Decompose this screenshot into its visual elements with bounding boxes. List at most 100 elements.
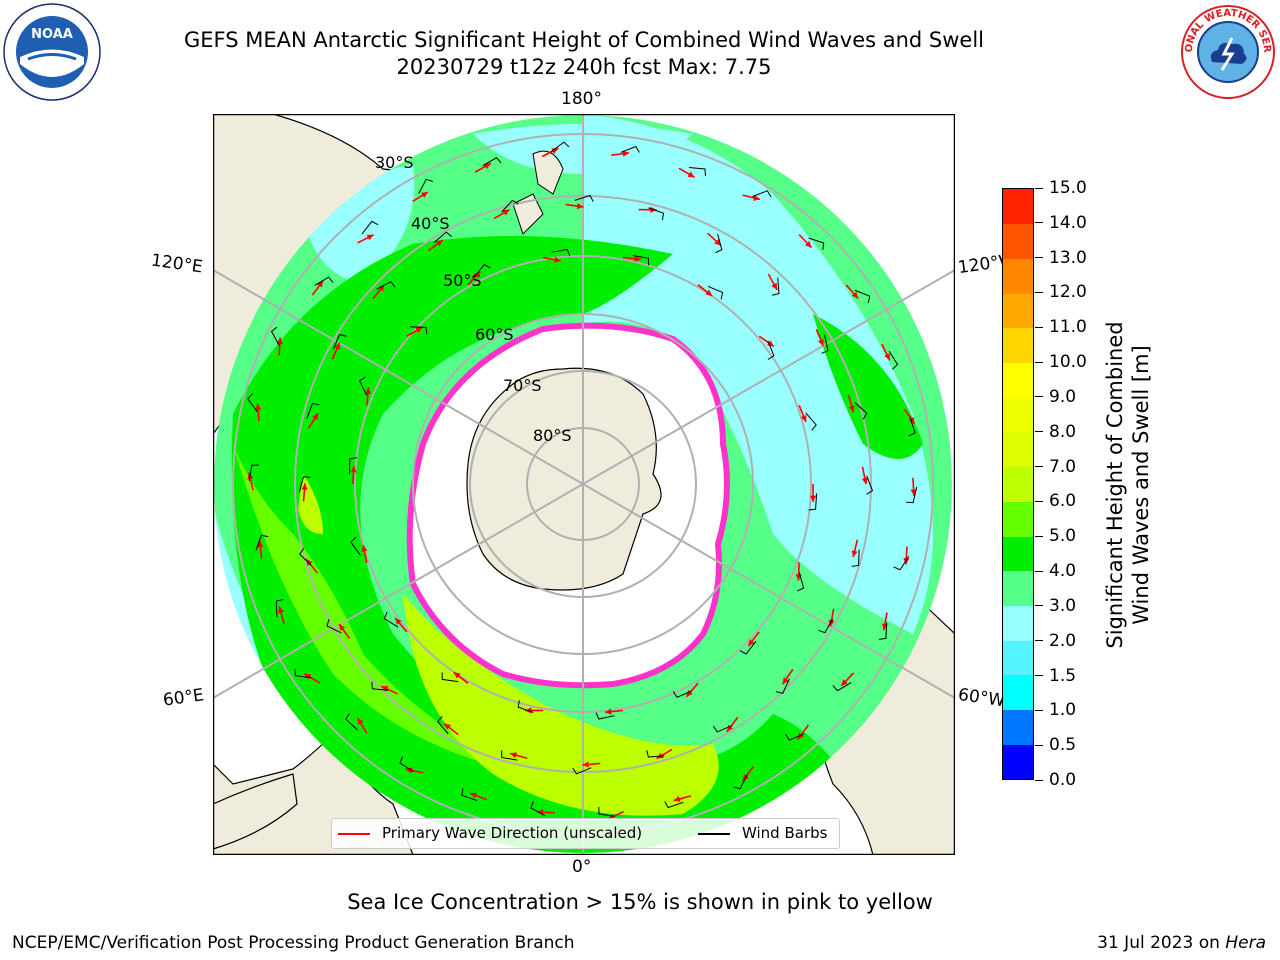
wind-barb [326,619,342,634]
wave-direction-arrowhead [797,732,804,740]
wind-barb [648,207,665,221]
wave-direction-arrowhead [817,338,824,346]
wind-barb [854,402,868,420]
wave-direction-arrowhead [800,414,807,422]
wave-direction-arrowhead [339,624,346,632]
wave-direction-arrowhead [444,723,451,730]
wave-direction-arrowhead [828,619,835,627]
wind-barb [551,248,571,257]
wave-direction-arrowhead [686,690,693,697]
colorbar-segment [1003,223,1033,259]
wave-direction-arrowhead [366,234,374,241]
madagascar-land [213,773,298,850]
wind-barb [275,599,284,618]
sea-ice-note: Sea Ice Concentration > 15% is shown in … [347,890,933,914]
wind-barb [530,801,546,817]
wave-direction-arrowhead [357,717,364,725]
wind-barb [851,549,860,567]
colorbar-label-line2: Wind Waves and Swell [m] [1129,345,1153,625]
colorbar-tick-label: 2.0 [1035,632,1076,650]
lat-label-30: 30°S [375,153,414,172]
wind-barb [501,750,518,761]
colorbar-segment [1003,431,1033,468]
legend-barb-swatch [698,832,730,835]
colorbar-segment [1003,327,1033,364]
wind-barb [688,167,706,177]
wave-direction-arrowhead [350,466,357,473]
wind-barb [598,807,615,817]
wave-direction-arrowhead [278,606,284,614]
wave-direction-arrowhead [255,403,262,411]
wave-direction-arrowhead [908,417,915,424]
wind-barb [550,141,570,153]
colorbar-tick-label: 10.0 [1035,353,1087,371]
wave-direction-arrowhead [884,353,890,361]
wave-direction-arrowhead [361,545,368,552]
wave-direction-arrowhead [257,540,264,548]
wind-barb [893,556,910,571]
wave-direction-arrowhead [607,813,615,820]
colorbar-tick-label: 8.0 [1035,423,1076,441]
colorbar-segment [1003,536,1033,572]
wind-barb [410,326,428,335]
wave-direction-arrowhead [771,282,778,290]
wave-direction-arrowhead [910,489,917,496]
wind-barb [255,534,269,551]
wave-direction-arrowhead [753,194,761,201]
legend-barb-label: Wind Barbs [742,824,828,842]
wave-direction-arrowhead [622,150,630,157]
lon-label-0: 0° [572,857,592,877]
wave-direction-arrowhead [276,337,283,345]
colorbar-tick-label: 6.0 [1035,492,1076,510]
wind-barb [785,733,805,741]
wave-direction-arrowhead [470,792,478,799]
wave-direction-arrowhead [767,340,774,347]
colorbar-tick-label: 7.0 [1035,458,1076,476]
wind-barb [306,402,320,419]
legend-barb-item: Wind Barbs [698,824,827,842]
colorbar-tick-label: 0.5 [1035,736,1076,754]
colorbar-tick-label: 0.0 [1035,771,1076,789]
wind-barb [767,340,775,360]
colorbar-tick-label: 9.0 [1035,388,1076,406]
wave-direction-arrowhead [576,203,584,210]
colorbar-segment [1003,570,1033,606]
wave-direction-arrowhead [782,677,789,685]
lat-label-60: 60°S [475,325,514,344]
wave-direction-arrowhead [304,673,312,680]
wind-barb [906,486,918,504]
colorbar-segment [1003,605,1033,641]
wind-barb [866,475,874,495]
wind-barb [888,350,899,370]
wind-barb [796,572,805,592]
wave-direction-arrowhead [510,752,517,759]
chart-title: GEFS MEAN Antarctic Significant Height o… [183,28,985,52]
wave-direction-arrowhead [395,618,402,625]
wind-barb [805,412,817,431]
lon-label-120w: 120°W [956,251,1006,279]
wind-barb [294,668,312,679]
lat-label-40: 40°S [411,214,450,233]
colorbar-segment [1003,744,1033,780]
colorbar-segment [1003,397,1033,433]
lat-label-70: 70°S [503,376,542,395]
footer-date: 31 Jul 2023 on Hera [1097,933,1266,953]
wind-barb [501,199,519,213]
wind-barb [821,334,829,354]
wave-direction-arrowhead [851,291,859,299]
wind-barb [418,178,434,194]
wind-barb [715,234,723,254]
wave-direction-arrowhead [634,255,641,262]
chart-subtitle: 20230729 t12z 240h fcst Max: 7.75 [396,55,772,79]
wind-barb [707,285,724,300]
colorbar-segment [1003,640,1033,676]
wind-barb [399,756,414,772]
colorbar-segment [1003,362,1033,398]
wave-direction-arrowhead [301,483,308,490]
colorbar-tick-label: 13.0 [1035,249,1087,267]
wave-direction-arrowhead [673,795,681,802]
wind-barb [433,231,452,243]
footer-credit: NCEP/EMC/Verification Post Processing Pr… [12,933,575,953]
wave-direction-arrowhead [804,241,812,248]
wind-barb [298,476,311,493]
